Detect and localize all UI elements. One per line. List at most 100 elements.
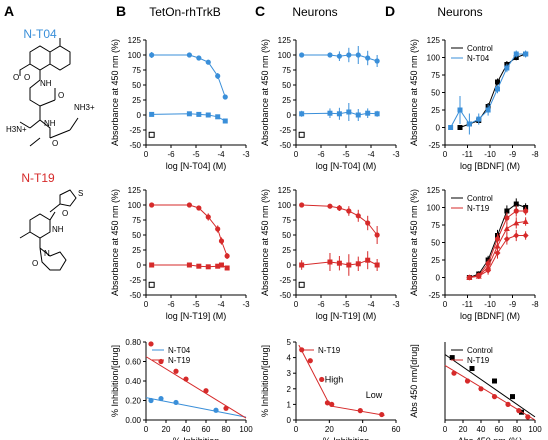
- y-tick-label: 25: [431, 256, 440, 265]
- data-point: [478, 386, 484, 392]
- structure-nh-label: NH: [40, 79, 52, 88]
- data-point: [469, 366, 475, 372]
- data-point: [205, 59, 211, 65]
- y-tick-label: 100: [128, 201, 142, 210]
- y-axis-label: Absorbance at 450 nm (%): [110, 189, 120, 296]
- data-point: [503, 236, 510, 242]
- y-tick-label: 75: [132, 216, 141, 225]
- structure-o-label: O: [13, 73, 19, 82]
- x-tick-label: 80: [222, 425, 231, 434]
- legend-label: N-T19: [168, 356, 191, 365]
- legend-label: Control: [467, 44, 493, 53]
- legend-label: N-T04: [168, 346, 191, 355]
- data-point: [224, 265, 230, 271]
- data-point: [149, 52, 155, 58]
- x-tick-label: -6: [317, 300, 325, 309]
- y-tick-label: -25: [129, 126, 141, 135]
- y-tick-label: -50: [279, 141, 291, 150]
- y-tick-label: 0: [137, 261, 142, 270]
- chart-c-top: -50 -25 0 25 50 75 100 125 0 -6 -5 -4 -3 log [N-T04] …: [260, 36, 400, 171]
- data-point: [504, 65, 510, 71]
- y-tick-label: 25: [282, 96, 291, 105]
- data-point: [298, 131, 305, 138]
- x-tick-label: -4: [367, 150, 375, 159]
- data-point: [374, 262, 380, 268]
- structure-o-label: O: [24, 73, 30, 82]
- data-point: [374, 58, 380, 64]
- data-point: [510, 394, 515, 400]
- data-point: [495, 79, 500, 85]
- y-tick-label: -50: [129, 141, 141, 150]
- x-tick-label: -10: [484, 300, 496, 309]
- x-tick-label: -5: [192, 150, 200, 159]
- data-point: [148, 341, 154, 347]
- data-point: [494, 243, 501, 249]
- y-tick-label: -25: [129, 276, 141, 285]
- x-tick-label: 20: [325, 425, 334, 434]
- data-point: [466, 274, 473, 281]
- y-tick-label: 125: [278, 36, 292, 45]
- y-tick-label: 100: [128, 51, 142, 60]
- y-tick-label: 1: [287, 400, 292, 409]
- data-point: [513, 208, 519, 214]
- data-point: [505, 401, 511, 407]
- chart-b-bot: 0.00 0.20 0.40 0.60 0.80 0 20 40 60 80 100 % Inhibi…: [110, 338, 253, 440]
- series-line: [151, 54, 226, 98]
- data-point: [218, 262, 224, 268]
- y-tick-label: 50: [132, 81, 141, 90]
- x-tick-label: 100: [528, 425, 542, 434]
- data-point: [475, 273, 482, 280]
- x-axis-label: % Inhibition: [173, 436, 220, 440]
- data-point: [186, 262, 192, 268]
- x-tick-label: -3: [242, 300, 250, 309]
- y-tick-label: 0.80: [125, 338, 141, 347]
- data-point: [464, 378, 471, 384]
- column-title-c: Neurons: [292, 5, 337, 19]
- x-tick-label: -3: [392, 300, 400, 309]
- x-tick-label: 40: [358, 425, 367, 434]
- y-tick-label: 75: [132, 66, 141, 75]
- y-tick-label: 100: [278, 51, 292, 60]
- x-tick-label: -5: [192, 300, 200, 309]
- data-point: [327, 203, 333, 209]
- data-point: [149, 111, 155, 117]
- x-tick-label: 20: [162, 425, 171, 434]
- x-tick-label: -11: [462, 150, 474, 159]
- y-tick-label: 0: [287, 111, 292, 120]
- y-tick-label: 0: [436, 274, 441, 283]
- data-point: [149, 202, 155, 208]
- data-point: [494, 236, 501, 242]
- y-tick-label: 0: [287, 261, 292, 270]
- compound-name-nt04: N-T04: [23, 27, 57, 41]
- structure-nh-label: NH: [52, 225, 64, 234]
- data-point: [215, 73, 221, 79]
- structure-nt19: [19, 189, 77, 271]
- data-point: [148, 281, 155, 288]
- x-tick-label: 60: [495, 425, 504, 434]
- data-point: [513, 51, 519, 57]
- data-point: [346, 262, 352, 268]
- structure-nh-label: NH: [44, 119, 56, 128]
- data-point: [148, 397, 154, 404]
- x-tick-label: -4: [217, 150, 225, 159]
- data-point: [491, 394, 498, 400]
- data-point: [494, 250, 501, 256]
- data-point: [205, 112, 211, 118]
- y-tick-label: 0.60: [125, 358, 141, 367]
- y-tick-label: 100: [278, 201, 292, 210]
- data-point: [523, 208, 529, 214]
- y-tick-label: 0.20: [125, 397, 141, 406]
- data-point: [186, 111, 192, 117]
- x-axis-label: log [BDNF] (M): [460, 311, 520, 321]
- y-tick-label: 50: [132, 231, 141, 240]
- data-point: [186, 52, 192, 58]
- data-point: [307, 358, 313, 364]
- y-tick-label: 0: [137, 111, 142, 120]
- structure-nt04: [19, 38, 79, 147]
- data-point: [173, 368, 179, 374]
- x-axis-label: % Inhibition: [323, 436, 370, 440]
- chart-b-mid: -50 -25 0 25 50 75 100 125 0 -6 -5 -4 -3 log [N-T19] …: [110, 186, 250, 321]
- data-point: [457, 107, 463, 113]
- data-point: [205, 264, 211, 270]
